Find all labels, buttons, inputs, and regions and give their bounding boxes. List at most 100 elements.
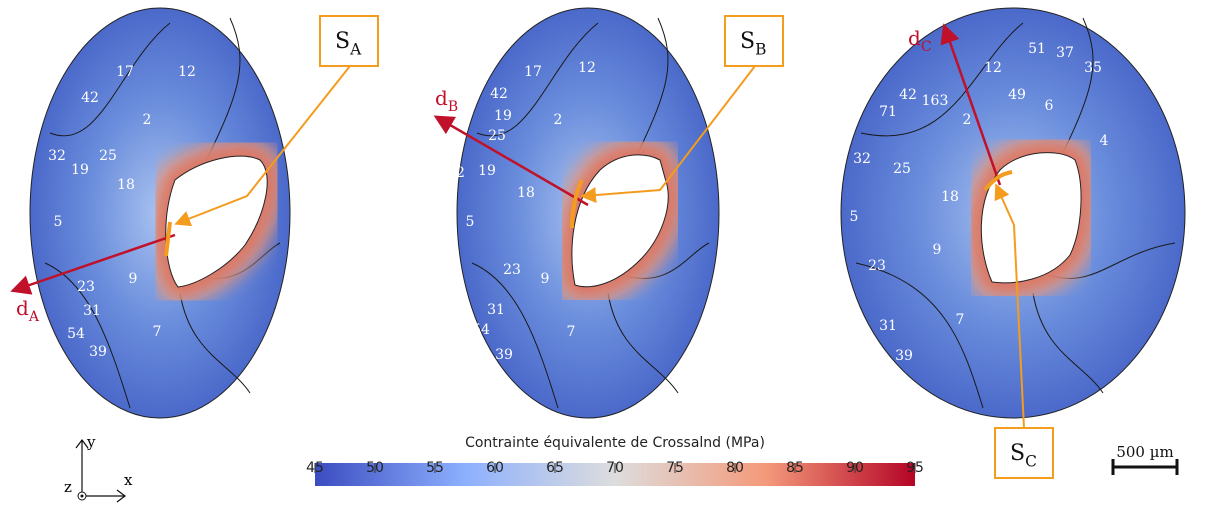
grain-label: 39 — [495, 347, 513, 363]
grain-boundary — [44, 17, 281, 409]
direction-label-main: d — [908, 26, 921, 50]
grain-label: 2 — [963, 112, 972, 128]
direction-label-sub: A — [28, 309, 40, 325]
grain-label: 54 — [67, 326, 85, 342]
grain-label: 4 — [1100, 133, 1109, 149]
grain-label: 49 — [1008, 87, 1026, 103]
grain-boundary — [471, 17, 710, 409]
direction-arrow — [433, 115, 589, 207]
grain-label: 5 — [54, 214, 63, 230]
callout-label-sub: A — [349, 41, 362, 59]
direction-label: dA — [16, 296, 40, 325]
grain-label: 19 — [494, 108, 512, 124]
grain-label: 23 — [503, 262, 521, 278]
callout-label-sub: B — [755, 41, 766, 59]
direction-label-sub: B — [448, 99, 458, 115]
colorbar-tick-label: 80 — [726, 460, 744, 476]
grain-label: 7 — [153, 324, 162, 340]
grain-label: 18 — [117, 177, 135, 193]
direction-arrow — [10, 233, 176, 295]
callout-box — [994, 427, 1054, 479]
grain-label: 12 — [578, 60, 596, 76]
grain-label: 31 — [487, 302, 505, 318]
grain-label: 5 — [466, 214, 475, 230]
callout-label-main: S — [335, 29, 350, 54]
callout-line — [580, 65, 756, 204]
grain-label: 39 — [89, 344, 107, 360]
colorbar-tick-label: 65 — [546, 460, 564, 476]
segment — [570, 179, 584, 229]
grain-label: 7 — [567, 324, 576, 340]
grain-label: 31 — [83, 303, 101, 319]
colorbar-tick-label: 50 — [366, 460, 384, 476]
colorbar-tick-label: 55 — [426, 460, 444, 476]
grain-label: 7 — [956, 312, 965, 328]
grain-label: 35 — [1084, 60, 1102, 76]
grain-label: 12 — [178, 64, 196, 80]
callout-box — [319, 15, 379, 67]
z-axis-dot — [80, 494, 84, 498]
grain-label: 2 — [554, 112, 563, 128]
grain-label: 9 — [129, 271, 138, 287]
direction-label: dB — [435, 86, 458, 115]
grain-label: 25 — [488, 128, 506, 144]
colorbar-tick-label: 90 — [846, 460, 864, 476]
axis-label: z — [64, 478, 72, 496]
segment — [164, 221, 172, 257]
grain-label: 42 — [490, 86, 508, 102]
grain-label: 54 — [472, 322, 490, 338]
scale-bar-label: 500 µm — [1116, 443, 1173, 461]
colorbar-title: Contrainte équivalente de Crossalnd (MPa… — [465, 435, 765, 451]
grain-label: 23 — [77, 279, 95, 295]
grain-label: 71 — [879, 104, 897, 120]
axis-label: y — [86, 433, 96, 451]
grain-label: 2 — [143, 112, 152, 128]
grain-label: 5 — [850, 209, 859, 225]
grain-label: 17 — [524, 64, 542, 80]
colorbar-tick-label: 45 — [306, 460, 324, 476]
grain-label: 9 — [933, 242, 942, 258]
grain-label: 32 — [48, 148, 66, 164]
grain-label: 163 — [922, 93, 949, 109]
direction-label-main: d — [435, 86, 448, 110]
grain-label: 18 — [941, 189, 959, 205]
grain-label: 32 — [447, 165, 465, 181]
callout-label-sub: C — [1025, 453, 1037, 471]
colorbar-tick-label: 85 — [786, 460, 804, 476]
callout-line — [994, 183, 1025, 429]
grain-label: 39 — [895, 348, 913, 364]
grain-label: 42 — [899, 87, 917, 103]
grain-label: 6 — [1045, 98, 1054, 114]
direction-label-main: d — [16, 296, 29, 320]
colorbar-tick-label: 95 — [906, 460, 924, 476]
callout-label: SC — [1010, 441, 1037, 471]
grain-label: 25 — [893, 161, 911, 177]
direction-arrow — [940, 23, 1002, 186]
grain-label: 9 — [541, 271, 550, 287]
direction-label: dC — [908, 26, 932, 55]
hole — [165, 155, 268, 288]
colorbar-tick-label: 75 — [666, 460, 684, 476]
axis-triad — [75, 439, 126, 503]
grain-label: 51 — [1028, 41, 1046, 57]
segment — [983, 170, 1013, 192]
grain-label: 19 — [71, 162, 89, 178]
grain-label: 25 — [99, 148, 117, 164]
colorbar-tick-label: 60 — [486, 460, 504, 476]
callout-label: SB — [740, 29, 766, 59]
grain-label: 23 — [868, 258, 886, 274]
grain-label: 18 — [517, 185, 535, 201]
callout-label-main: S — [740, 29, 755, 54]
grain-label: 32 — [853, 151, 871, 167]
scale-bar — [1111, 459, 1179, 475]
callout-label-main: S — [1010, 441, 1025, 466]
grain-label: 12 — [984, 60, 1002, 76]
grain-label: 42 — [81, 90, 99, 106]
callout-box — [724, 15, 784, 67]
grain-label: 19 — [478, 163, 496, 179]
colorbar — [315, 463, 915, 486]
grain-label: 31 — [879, 318, 897, 334]
callout-line — [174, 65, 351, 227]
